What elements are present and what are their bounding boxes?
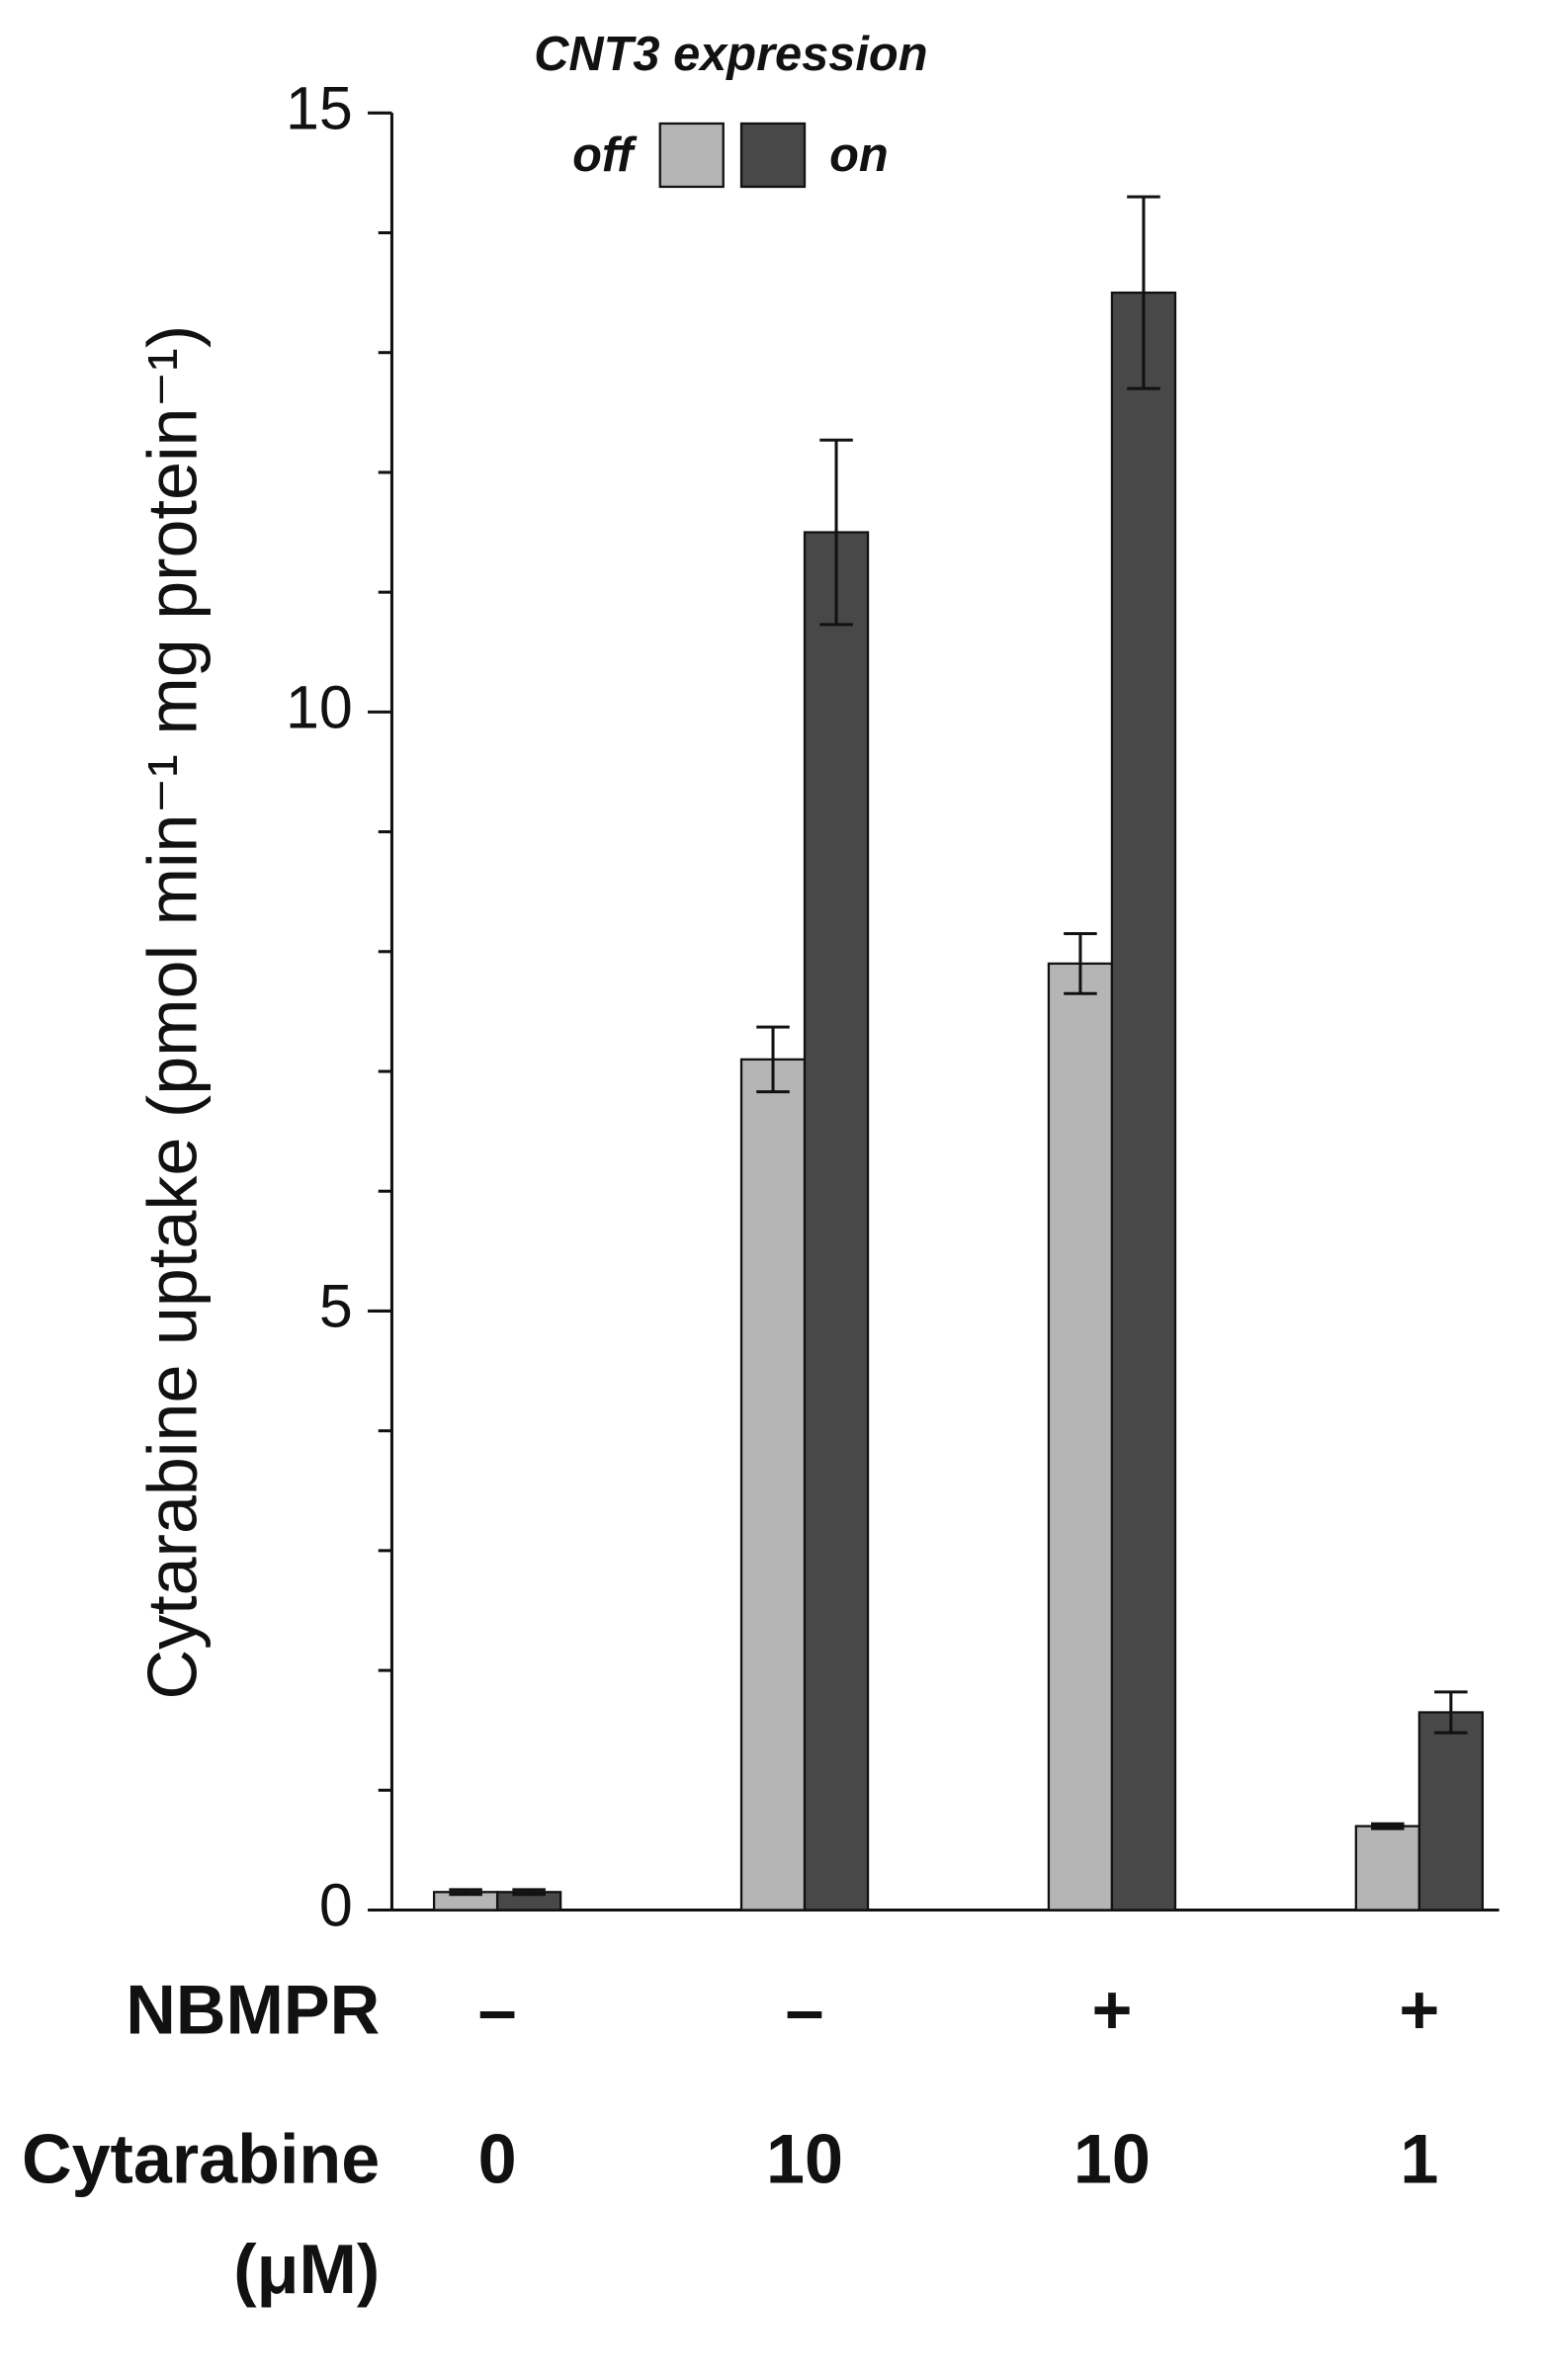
legend-title: CNT3 expression <box>534 28 927 81</box>
legend-label: on <box>829 128 889 182</box>
legend-label: off <box>572 128 638 182</box>
bar <box>1354 1825 1420 1912</box>
legend-swatch <box>739 122 807 189</box>
bar <box>803 531 870 1912</box>
bar <box>1110 291 1177 1912</box>
bar <box>739 1058 807 1912</box>
error-bar <box>1064 932 1097 995</box>
y-tick-label: 10 <box>286 673 353 740</box>
error-bar <box>1434 1690 1468 1735</box>
error-bar <box>449 1888 482 1897</box>
error-bar <box>1127 195 1160 390</box>
legend-swatch <box>658 122 725 189</box>
row-label: Cytarabine <box>22 2121 380 2198</box>
bar <box>1047 962 1114 1912</box>
y-tick-label: 0 <box>319 1872 353 1939</box>
y-tick-label: 5 <box>319 1273 353 1340</box>
row-label: (μM) <box>233 2231 380 2308</box>
row-value: 10 <box>1073 2121 1151 2198</box>
bar <box>1417 1711 1484 1912</box>
row-value: 10 <box>766 2121 843 2198</box>
row-value: – <box>478 1972 517 2049</box>
row-value: 0 <box>478 2121 517 2198</box>
row-value: – <box>786 1972 824 2049</box>
error-bar <box>756 1025 790 1094</box>
error-bar <box>512 1888 546 1897</box>
error-bar <box>1371 1822 1405 1830</box>
y-tick-label: 15 <box>286 74 353 141</box>
row-value: 1 <box>1400 2121 1438 2198</box>
row-value: + <box>1091 1972 1132 2049</box>
row-value: + <box>1399 1972 1439 2049</box>
row-label: NBMPR <box>126 1972 380 2049</box>
error-bar <box>819 438 853 627</box>
y-axis-label: Cytarabine uptake (pmol min⁻¹ mg protein… <box>134 325 212 1700</box>
